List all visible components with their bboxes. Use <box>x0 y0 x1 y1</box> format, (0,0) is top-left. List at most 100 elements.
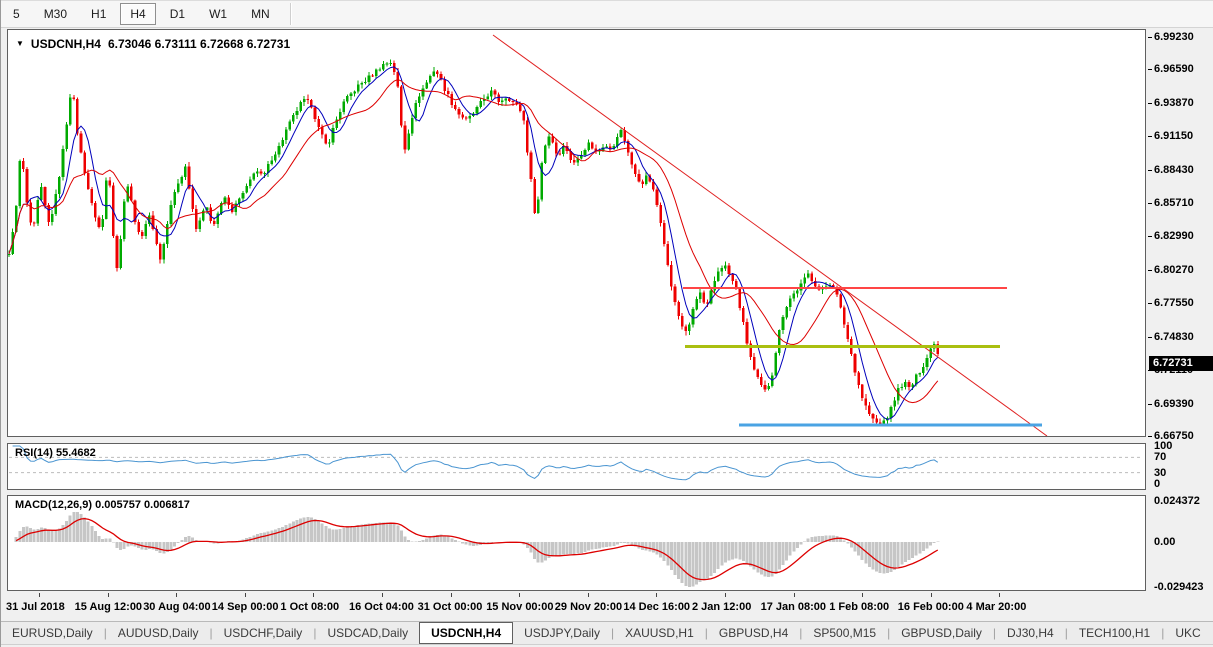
time-axis-label: 14 Sep 00:00 <box>211 601 279 613</box>
tab-separator: | <box>704 626 708 640</box>
time-axis-tick <box>862 593 864 597</box>
tab-gbpusd-daily[interactable]: GBPUSD,Daily <box>901 626 982 640</box>
tab-dj30-h4[interactable]: DJ30,H4 <box>1007 626 1054 640</box>
chart-title: ▼ USDCNH,H4 6.73046 6.73111 6.72668 6.72… <box>16 37 290 51</box>
price-axis-label: 6.77550 <box>1154 297 1194 310</box>
symbol-dropdown-icon[interactable]: ▼ <box>16 39 24 48</box>
time-axis-tick <box>450 593 452 597</box>
time-axis-label: 14 Dec 16:00 <box>623 601 691 613</box>
current-price-badge: 6.72731 <box>1149 355 1213 371</box>
time-axis-tick <box>313 593 315 597</box>
tab-separator: | <box>610 626 615 640</box>
ma-slow-line <box>8 78 939 404</box>
macd-axis-label: -0.029423 <box>1154 580 1204 593</box>
timeframe-toolbar: 5 M30 H1 H4 D1 W1 MN <box>1 0 1213 28</box>
price-axis-label: 6.93870 <box>1154 96 1194 109</box>
time-axis-tick <box>519 593 521 597</box>
time-axis-label: 4 Mar 20:00 <box>966 601 1027 613</box>
rsi-line <box>12 445 939 481</box>
time-axis-tick <box>382 593 383 597</box>
tab-usdcad-daily[interactable]: USDCAD,Daily <box>327 626 409 640</box>
price-axis-label: 6.80270 <box>1154 263 1194 276</box>
time-axis-tick <box>930 593 932 597</box>
price-axis-label: 6.96590 <box>1154 63 1194 75</box>
tab-xauusd-h1[interactable]: XAUUSD,H1 <box>625 626 694 640</box>
tf-button-h4[interactable]: H4 <box>120 3 156 25</box>
macd-histogram <box>14 511 940 587</box>
time-axis-label: 29 Nov 20:00 <box>554 601 623 613</box>
price-axis-label: 6.66750 <box>1154 430 1194 443</box>
tab-ukc[interactable]: UKC <box>1175 626 1201 640</box>
time-axis-label: 15 Aug 12:00 <box>74 601 143 613</box>
rsi-axis-label: 0 <box>1154 478 1161 490</box>
tf-button-d1[interactable]: D1 <box>169 7 186 21</box>
tf-button-mn[interactable]: MN <box>251 7 270 21</box>
price-axis-label: 6.91150 <box>1154 130 1194 142</box>
tf-button-w1[interactable]: W1 <box>209 7 228 21</box>
chart-ohlc-values: 6.73046 6.73111 6.72668 6.72731 <box>107 37 291 51</box>
macd-canvas[interactable] <box>8 496 1145 590</box>
chart-symbol-label: USDCNH,H4 <box>30 37 101 51</box>
tab-usdcnh-h4[interactable]: USDCNH,H4 <box>419 622 514 644</box>
macd-pane[interactable]: MACD(12,26,9) 0.005757 0.006817 <box>7 495 1146 591</box>
time-axis-label: 31 Jul 2018 <box>6 601 65 613</box>
rsi-label: RSI(14) 55.4682 <box>15 447 96 459</box>
rsi-axis-label: 70 <box>1154 451 1167 464</box>
time-axis-label: 1 Feb 08:00 <box>829 601 890 613</box>
tf-button-5[interactable]: 5 <box>13 7 20 21</box>
tab-eurusd-daily[interactable]: EURUSD,Daily <box>12 626 93 640</box>
price-axis-label: 6.88430 <box>1154 163 1194 176</box>
tf-button-m30[interactable]: M30 <box>43 7 68 21</box>
price-axis-tick <box>1148 269 1152 271</box>
tab-separator: | <box>313 626 317 640</box>
tab-separator: | <box>1064 626 1068 640</box>
price-chart-pane[interactable]: ▼ USDCNH,H4 6.73046 6.73111 6.72668 6.72… <box>7 29 1146 437</box>
macd-axis-label: 0.00 <box>1154 535 1176 548</box>
rsi-axis-label: 100 <box>1154 440 1173 452</box>
tab-usdjpy-daily[interactable]: USDJPY,Daily <box>524 626 600 640</box>
time-axis-label: 30 Aug 04:00 <box>143 601 211 613</box>
price-axis-tick <box>1148 403 1152 405</box>
tab-separator: | <box>209 626 213 640</box>
time-axis-tick <box>793 593 795 597</box>
rsi-pane[interactable]: RSI(14) 55.4682 <box>7 443 1146 490</box>
time-axis-label: 1 Oct 08:00 <box>280 601 340 613</box>
descending-trendline <box>492 34 1048 436</box>
macd-label: MACD(12,26,9) 0.005757 0.006817 <box>15 499 190 511</box>
price-axis-tick <box>1148 303 1152 305</box>
candlestick-canvas[interactable] <box>8 30 1145 436</box>
time-axis-label: 31 Oct 00:00 <box>417 601 483 613</box>
rsi-axis-label: 30 <box>1154 466 1167 479</box>
price-axis-tick <box>1148 36 1152 38</box>
tab-gbpusd-h4[interactable]: GBPUSD,H4 <box>718 626 789 640</box>
macd-axis-label: 0.024372 <box>1154 494 1200 507</box>
candles-group <box>8 59 940 426</box>
tab-separator: | <box>103 626 107 640</box>
time-axis-tick <box>176 593 178 597</box>
tab-tech100-h1[interactable]: TECH100,H1 <box>1078 626 1151 640</box>
price-axis-tick <box>1148 370 1152 372</box>
price-axis-tick <box>1148 236 1152 238</box>
ma-fast-line <box>8 66 939 421</box>
price-axis-label: 6.74830 <box>1154 330 1194 343</box>
time-axis-label: 16 Oct 04:00 <box>349 601 414 613</box>
time-axis-tick <box>39 593 40 597</box>
price-axis-tick <box>1148 136 1152 137</box>
tab-separator: | <box>1161 626 1165 640</box>
price-axis-tick <box>1148 336 1152 338</box>
rsi-canvas[interactable] <box>8 444 1145 489</box>
tab-separator: | <box>887 626 891 640</box>
toolbar-separator <box>289 3 292 25</box>
price-axis-label: 6.99230 <box>1154 30 1194 43</box>
tab-usdchf-daily[interactable]: USDCHF,Daily <box>223 626 303 640</box>
price-axis-label: 6.69390 <box>1154 397 1194 410</box>
time-axis-label: 17 Jan 08:00 <box>760 601 827 613</box>
time-axis-tick <box>587 593 589 597</box>
tab-sp500-m15[interactable]: SP500,M15 <box>813 626 877 640</box>
tab-separator: | <box>992 626 997 640</box>
time-axis-label: 15 Nov 00:00 <box>486 601 554 613</box>
tab-audusd-daily[interactable]: AUDUSD,Daily <box>117 626 199 640</box>
price-axis-label: 6.85710 <box>1154 196 1194 209</box>
tf-button-h1[interactable]: H1 <box>91 7 107 21</box>
